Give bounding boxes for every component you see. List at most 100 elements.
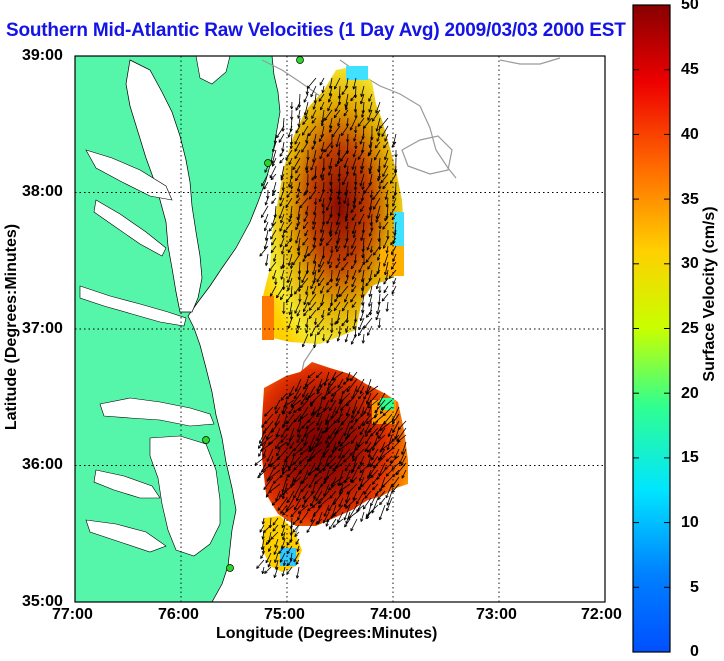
current-vector-head [346,330,347,333]
current-vector-head [369,171,370,174]
radar-station-marker [297,57,304,64]
current-vector-head [397,438,398,441]
current-vector-head [341,133,342,136]
current-vector-head [358,426,359,429]
current-vector-head [281,511,282,514]
current-vector-head [368,455,369,458]
current-vector-head [286,300,287,303]
colorbar-tick-label: 35 [681,191,699,209]
x-tick-label: 76:00 [158,606,199,624]
current-vector-head [284,230,285,233]
colorbar-tick-label: 5 [690,579,699,597]
current-vector-head [352,231,353,234]
current-vector-head [336,278,337,281]
current-vector-head [362,115,363,118]
colorbar-tick-label: 10 [681,514,699,532]
current-vector-head [345,219,346,222]
current-vector-head [288,134,289,137]
current-vector-head [360,183,361,186]
radar-station-marker [227,565,234,572]
x-tick-label: 72:00 [581,606,622,624]
current-vector-head [282,425,283,428]
current-vector-head [352,411,353,414]
current-vector-head [402,452,403,455]
current-vector-head [325,118,326,121]
colorbar-tick-label: 50 [681,0,699,14]
y-tick-label: 39:00 [22,47,63,65]
current-vector-head [271,250,272,253]
current-vector-head [351,266,352,269]
current-vector-head [358,124,359,127]
current-vector-head [275,446,276,449]
x-tick-label: 75:00 [264,606,305,624]
radar-station-marker [265,160,272,167]
current-vector-head [305,116,306,119]
current-vector-head [295,291,296,294]
current-vector-head [278,508,279,511]
current-vector-head [361,519,362,522]
current-vector-head [338,483,339,486]
current-vector-head [308,302,309,305]
low-velocity-cell [346,66,368,80]
y-tick-label: 38:00 [22,183,63,201]
current-vector-head [366,260,367,263]
current-vector-head [373,252,374,255]
colorbar-label: Surface Velocity (cm/s) [701,174,719,414]
current-vector-head [319,98,320,101]
current-vector-head [363,506,364,509]
current-vector-head [310,404,311,407]
current-vector-head [351,420,352,423]
high-velocity-cell [262,296,274,340]
radar-station-marker [203,437,210,444]
current-vector-head [321,230,322,233]
current-vector-head [296,240,297,243]
colorbar-tick-label: 40 [681,126,699,144]
current-vector-head [352,167,353,170]
current-vector-head [372,118,373,121]
current-vector-head [334,115,335,118]
current-vector-head [303,226,304,229]
colorbar-tick-label: 20 [681,385,699,403]
colorbar-tick-label: 45 [681,61,699,79]
current-vector-head [370,464,371,467]
current-vector-head [378,178,379,181]
current-vector-head [320,239,321,242]
current-vector-head [340,158,341,161]
current-vector-head [282,489,283,492]
current-vector-head [282,573,283,576]
colorbar-tick-label: 15 [681,449,699,467]
colorbar-tick-label: 30 [681,255,699,273]
current-vector-head [352,289,353,292]
current-vector-head [352,455,353,458]
current-vector-head [351,441,352,444]
current-vector-head [352,305,353,308]
current-vector-head [296,201,297,204]
current-vector-head [288,263,289,266]
y-tick-label: 37:00 [22,320,63,338]
current-vector-head [269,228,270,231]
current-vector-head [345,339,346,342]
x-tick-label: 73:00 [476,606,517,624]
current-vector-head [384,281,385,284]
current-vector-head [297,549,298,552]
current-vector-head [342,92,343,95]
current-vector-head [297,429,298,432]
mid-velocity-cell [380,246,404,276]
current-vector-head [368,215,369,218]
y-tick-label: 35:00 [22,593,63,611]
current-vector-head [387,447,388,450]
current-vector-head [335,299,336,302]
current-vector-head [303,242,304,245]
current-vector-head [281,276,282,279]
current-vector-head [338,420,339,423]
colorbar-tick-label: 0 [690,643,699,661]
x-tick-label: 74:00 [370,606,411,624]
current-vector-head [318,283,319,286]
current-vector-head [384,157,385,160]
y-tick-label: 36:00 [22,456,63,474]
current-vector-head [275,411,276,414]
current-vector-head [380,411,381,414]
current-vector-head [313,222,314,225]
y-axis-label: Latitude (Degrees:Minutes) [3,207,21,447]
